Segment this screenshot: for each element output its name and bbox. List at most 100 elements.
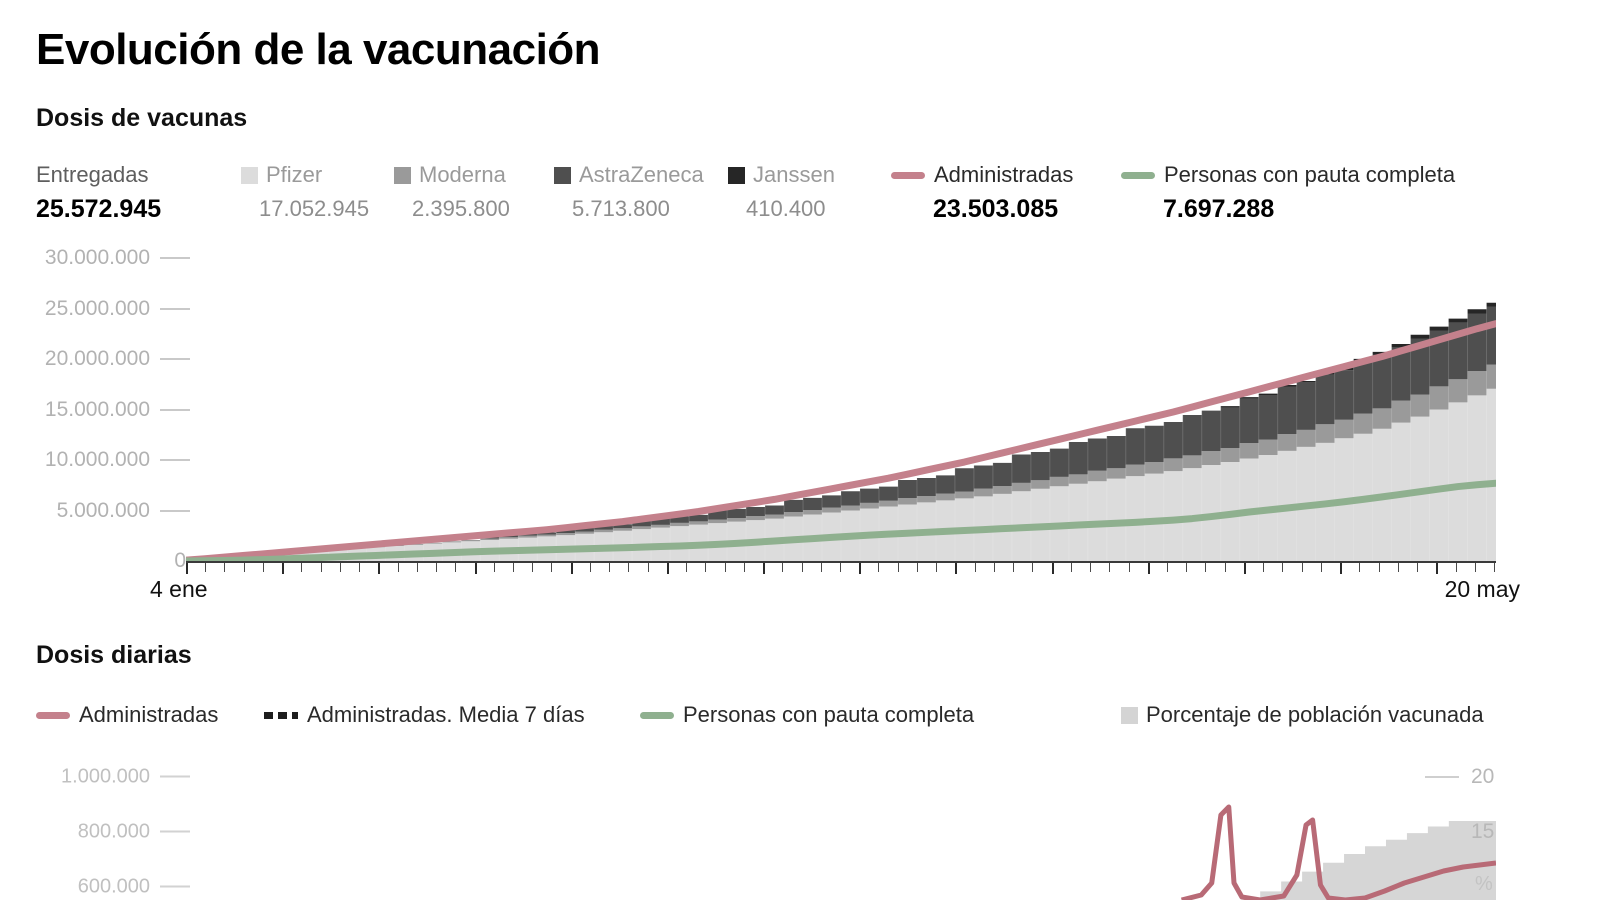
x-tick	[262, 563, 264, 572]
x-tick	[609, 563, 611, 572]
x-tick	[743, 563, 745, 572]
x-tick	[339, 563, 341, 572]
x-tick	[1378, 563, 1380, 572]
y-tick-dash	[160, 509, 190, 512]
y-tick-label: 20.000.000	[44, 347, 150, 370]
legend-swatch-porcentaje-poblacion-icon	[1121, 707, 1138, 724]
x-tick	[570, 563, 573, 574]
x-tick	[551, 563, 553, 572]
x-tick	[801, 563, 803, 572]
x-axis-line-doses	[186, 561, 1496, 563]
x-tick	[1282, 563, 1284, 572]
legend-text: Administradas	[79, 702, 219, 727]
legend-text: Moderna	[419, 162, 506, 187]
legend-item-entregadas[interactable]: Entregadas 25.572.945	[36, 163, 162, 223]
x-tick	[416, 563, 418, 572]
y-tick-daily-600000: 600.000	[78, 876, 190, 899]
legend-text: Administradas. Media 7 días	[307, 702, 585, 727]
x-tick	[243, 563, 245, 572]
x-tick	[1224, 563, 1226, 572]
legend-daily: Administradas Administradas. Media 7 días…	[36, 700, 1576, 740]
x-axis-ticks-doses	[186, 563, 1496, 574]
x-tick	[282, 563, 285, 574]
y-tick-label: 600.000	[77, 875, 150, 898]
legend-value-pauta-completa: 7.697.288	[1163, 195, 1275, 223]
x-tick	[1417, 563, 1419, 572]
x-tick	[1436, 563, 1439, 574]
x-axis-label-end: 20 may	[1444, 576, 1520, 602]
x-tick	[705, 563, 707, 572]
x-tick	[359, 563, 361, 572]
x-tick	[1397, 563, 1399, 572]
x-tick	[686, 563, 688, 572]
y-tick-dash	[160, 885, 190, 888]
legend-item-administradas[interactable]: Administradas	[36, 700, 218, 730]
legend-item-pauta-completa[interactable]: Personas con pauta completa	[640, 700, 974, 730]
stacked-area-astrazeneca	[186, 306, 1496, 560]
x-tick	[205, 563, 207, 572]
x-tick	[186, 563, 188, 574]
y2-tick-label: 15	[1471, 820, 1495, 843]
y2-tick-label: 20	[1471, 765, 1495, 788]
section-title-doses: Dosis de vacunas	[36, 104, 248, 132]
legend-text: Personas con pauta completa	[683, 702, 975, 727]
y-tick-dash	[160, 459, 190, 461]
x-tick	[840, 563, 841, 572]
x-tick	[1205, 563, 1207, 572]
y2-tick-dash	[1425, 776, 1459, 778]
x-tick	[224, 563, 226, 572]
legend-swatch-moderna-icon	[394, 167, 411, 184]
y-tick-label: 15.000.000	[44, 397, 150, 421]
legend-dashed-line-media-7-dias-icon	[264, 712, 298, 719]
x-tick	[1128, 563, 1130, 572]
x-tick	[993, 563, 995, 572]
legend-item-porcentaje-poblacion[interactable]: Porcentaje de población vacunada	[1121, 700, 1484, 730]
y-tick-dash	[160, 408, 190, 411]
legend-item-pauta-completa[interactable]: Personas con pauta completa 7.697.288	[1121, 163, 1455, 223]
x-tick	[724, 563, 726, 572]
x-tick	[320, 563, 322, 572]
x-tick	[301, 563, 303, 572]
legend-line-administradas-icon	[36, 712, 70, 719]
y-tick-dash	[160, 358, 190, 360]
y-tick-dash	[160, 307, 190, 310]
y-tick-label: 5.000.000	[56, 498, 150, 522]
y-tick-label: 800.000	[77, 820, 150, 843]
x-tick	[1013, 563, 1015, 572]
x-axis-label-start: 4 ene	[150, 576, 208, 602]
x-tick	[1147, 563, 1150, 574]
legend-line-pauta-completa-icon	[640, 712, 674, 719]
x-tick	[1474, 563, 1476, 572]
y-tick-5000000: 5.000.000	[57, 499, 190, 523]
legend-item-administradas[interactable]: Administradas 23.503.085	[891, 163, 1073, 223]
y-axis-doses: 0 5.000.000 10.000.000 15.000.000 20.000.000…	[0, 246, 190, 572]
line-administradas	[186, 320, 1496, 561]
x-tick	[916, 563, 918, 572]
legend-item-media-7-dias[interactable]: Administradas. Media 7 días	[264, 700, 585, 730]
x-tick	[782, 563, 784, 572]
legend-swatch-astrazeneca-icon	[554, 167, 571, 184]
x-tick	[1320, 563, 1322, 572]
legend-value-entregadas: 25.572.945	[36, 195, 162, 223]
legend-item-janssen[interactable]: Janssen 410.400	[728, 163, 835, 221]
daily-svg	[1180, 804, 1497, 900]
legend-item-pfizer[interactable]: Pfizer 17.052.945	[241, 163, 369, 221]
y-tick-daily-1000000: 1.000.000	[61, 766, 190, 789]
legend-item-astrazeneca[interactable]: AstraZeneca 5.713.800	[554, 163, 704, 221]
legend-label-moderna: Moderna	[394, 163, 510, 187]
x-tick	[1051, 563, 1054, 574]
chart-dosis-diarias: 1.000.000 800.000 600.000 20 15%	[0, 755, 1600, 900]
x-tick	[455, 563, 457, 572]
x-tick	[628, 563, 630, 572]
y-tick-dash	[160, 775, 190, 778]
legend-label-pfizer: Pfizer	[241, 163, 369, 187]
y-tick-25000000: 25.000.000	[45, 297, 190, 321]
line-personas-con-pauta-completa	[186, 479, 1496, 561]
y-axis-daily-right: 20 15%	[1425, 755, 1600, 900]
legend-label-pauta-completa: Personas con pauta completa	[1121, 163, 1455, 187]
legend-value-administradas: 23.503.085	[933, 195, 1059, 223]
y2-tick-15: 15	[1471, 820, 1494, 844]
x-tick	[474, 563, 477, 574]
legend-item-moderna[interactable]: Moderna 2.395.800	[394, 163, 510, 221]
x-tick	[647, 563, 649, 572]
